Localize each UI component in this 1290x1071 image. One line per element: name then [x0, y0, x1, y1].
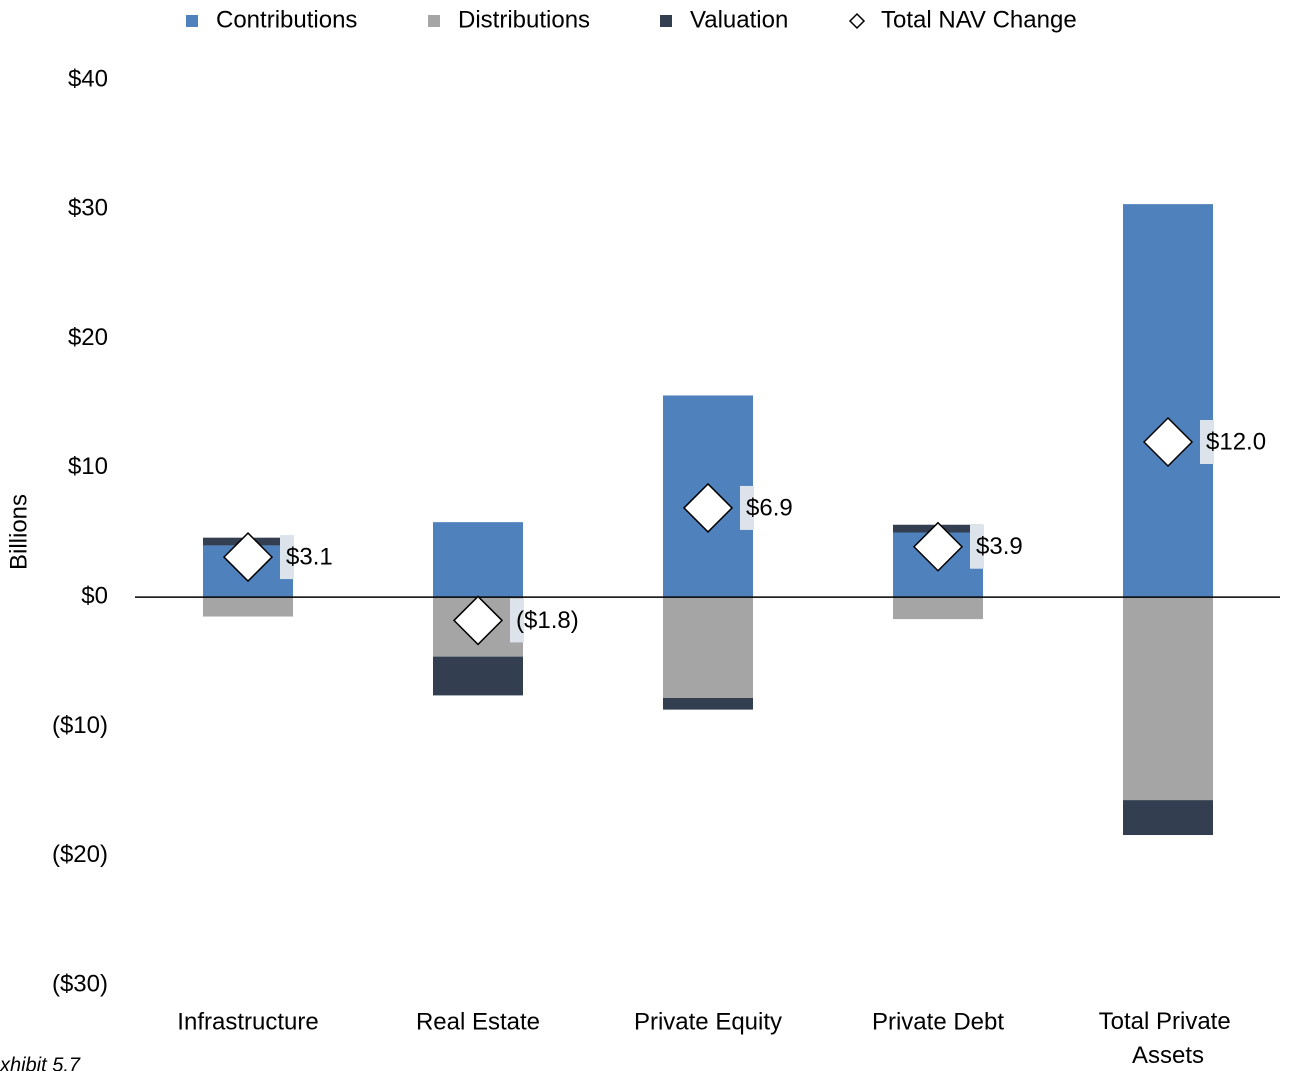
legend-swatch — [186, 15, 198, 27]
label-background — [510, 598, 524, 643]
bar-segment — [433, 656, 523, 696]
total-marker — [222, 532, 274, 583]
bar-segment — [1123, 204, 1213, 598]
total-marker — [912, 521, 964, 572]
data-label: $3.9 — [976, 533, 1023, 560]
y-tick-label: $40 — [68, 65, 108, 92]
label-background — [1200, 420, 1214, 464]
total-marker — [1142, 416, 1194, 468]
bar-segment — [663, 697, 753, 710]
bar-segment — [1123, 597, 1213, 801]
y-tick-label: ($20) — [52, 841, 108, 868]
data-label: $6.9 — [746, 494, 793, 521]
y-tick-label: ($30) — [52, 970, 108, 997]
x-tick-label: Infrastructure — [177, 1008, 318, 1035]
label-background — [740, 485, 754, 530]
bar-segment — [663, 597, 753, 698]
y-tick-label: $30 — [68, 195, 108, 222]
bar-segment — [893, 597, 983, 620]
legend-label: Contributions — [216, 6, 357, 33]
x-tick-label: Private Equity — [634, 1008, 782, 1035]
bar-segment — [203, 597, 293, 617]
y-axis-label: Billions — [5, 494, 32, 570]
label-background — [970, 524, 984, 569]
y-tick-label: ($10) — [52, 712, 108, 739]
legend-label: Total NAV Change — [881, 6, 1077, 33]
total-marker — [682, 482, 734, 533]
total-marker — [452, 595, 504, 646]
x-tick-label: Total Private Assets — [1099, 1008, 1238, 1069]
bar-segment — [433, 522, 523, 598]
legend-swatch — [660, 15, 672, 27]
data-label: $3.1 — [286, 543, 333, 570]
legend-label: Distributions — [458, 6, 590, 33]
x-tick-label: Private Debt — [872, 1008, 1004, 1035]
bar-segment — [1123, 800, 1213, 836]
label-background — [280, 535, 294, 580]
legend-marker — [848, 12, 866, 30]
y-tick-label: $10 — [68, 453, 108, 480]
legend-label: Valuation — [690, 6, 788, 33]
data-label: $12.0 — [1206, 428, 1266, 455]
note: Exhibit 5.7 — [0, 1054, 81, 1071]
x-tick-label: Real Estate — [416, 1008, 540, 1035]
legend-swatch — [428, 15, 440, 27]
data-label: ($1.8) — [516, 607, 579, 634]
y-tick-label: $0 — [81, 582, 108, 609]
y-tick-label: $20 — [68, 324, 108, 351]
